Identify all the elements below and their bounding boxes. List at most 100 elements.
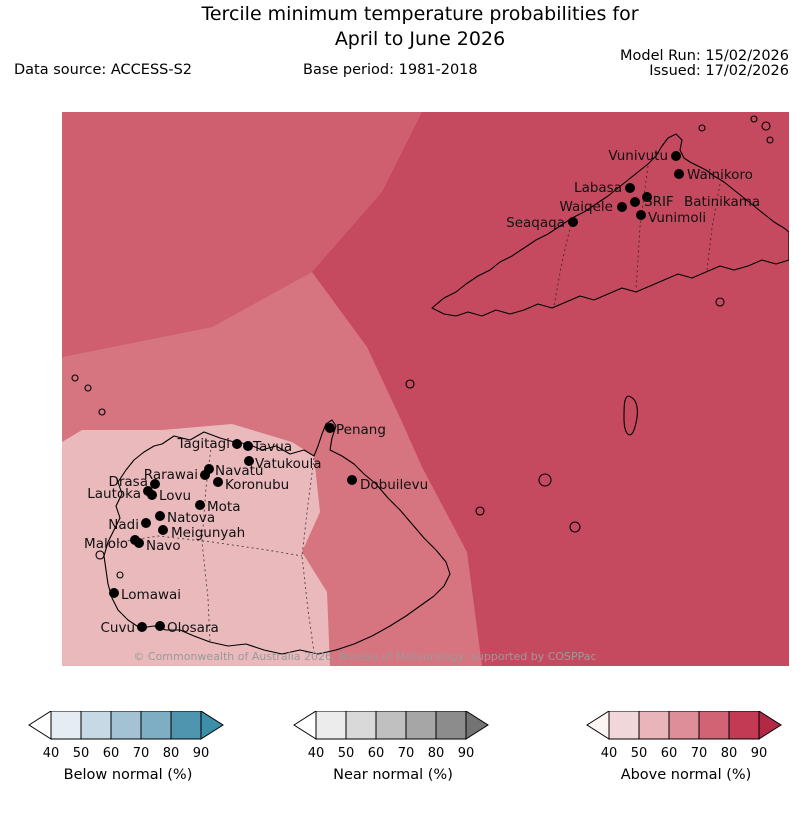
legend-tick-50: 50 (338, 746, 355, 761)
legend-cell-50-60 (638, 711, 670, 740)
town-dot-srif (630, 197, 640, 207)
town-label-malolo: Malolo (84, 536, 128, 552)
town-dot-tagitagi (232, 439, 242, 449)
legend-tick-60: 60 (103, 746, 120, 761)
town-dot-natova (155, 511, 165, 521)
town-dot-seaqaqa (568, 217, 578, 227)
legend-cell-80-90 (728, 711, 760, 740)
legend-above-normal-bar: 40 50 60 70 80 90 (586, 711, 782, 761)
legend-tick-90: 90 (458, 746, 475, 761)
title-line-1: Tercile minimum temperature probabilitie… (201, 3, 639, 25)
base-period-label: Base period: 1981-2018 (303, 62, 478, 78)
town-label-rarawai: Rarawai (144, 467, 198, 483)
town-label-vatukoula: Vatukoula (255, 456, 322, 472)
town-label-koronubu: Koronubu (225, 477, 289, 493)
legend-tick-80: 80 (428, 746, 445, 761)
town-label-nadi: Nadi (108, 517, 139, 533)
small-island (116, 571, 124, 579)
small-island (569, 521, 581, 533)
town-label-batinikama: Batinikama (684, 194, 760, 210)
legend-cell-60-70 (668, 711, 700, 740)
town-label-waiqele: Waiqele (560, 199, 613, 215)
town-label-navo: Navo (146, 538, 181, 554)
legend-arrow-right (200, 711, 224, 740)
legend-tick-90: 90 (751, 746, 768, 761)
town-dot-nadi (141, 518, 151, 528)
legend-cell-60-70 (110, 711, 142, 740)
legend-below-normal: 40 50 60 70 80 90 Below normal (%) (28, 711, 228, 783)
legend-above-normal-label: Above normal (%) (620, 767, 752, 783)
town-dot-wainikoro (674, 169, 684, 179)
legend-cell-40-50 (608, 711, 640, 740)
legend-below-normal-label: Below normal (%) (63, 767, 193, 783)
town-dot-vatukoula (244, 456, 254, 466)
small-island (95, 550, 105, 560)
town-dot-vunivutu (671, 151, 681, 161)
copyright-text: © Commonwealth of Australia 2026, Bureau… (133, 650, 596, 663)
small-island (84, 384, 92, 392)
fiji-probability-map: Vunivutu Wainikoro Labasa Batinikama SRIF Wai… (62, 112, 790, 666)
legend-tick-50: 50 (631, 746, 648, 761)
small-island (698, 124, 706, 132)
legend-near-normal: 40 50 60 70 80 90 Near normal (%) (293, 711, 493, 783)
town-label-wainikoro: Wainikoro (687, 167, 753, 183)
town-dot-koronubu (213, 477, 223, 487)
town-dot-rarawai (200, 470, 210, 480)
town-dot-lovu (147, 490, 157, 500)
small-island (623, 395, 638, 436)
legend-arrow-left (586, 711, 610, 740)
small-island (405, 379, 415, 389)
legend-cell-60-70 (375, 711, 407, 740)
legend-tick-40: 40 (308, 746, 325, 761)
town-dot-penang (325, 423, 335, 433)
small-island (98, 408, 106, 416)
legend-above-normal: 40 50 60 70 80 90 Above normal (%) (586, 711, 786, 783)
legend-cell-40-50 (50, 711, 82, 740)
town-label-navatu: Navatu (215, 463, 263, 479)
legend-tick-40: 40 (43, 746, 60, 761)
legend-cell-50-60 (345, 711, 377, 740)
town-label-lomawai: Lomawai (121, 587, 181, 603)
map-canvas: Vunivutu Wainikoro Labasa Batinikama SRIF Wai… (62, 112, 790, 666)
legend-below-normal-bar: 40 50 60 70 80 90 (28, 711, 224, 761)
town-label-vunimoli: Vunimoli (648, 210, 706, 226)
town-label-tavua: Tavua (252, 439, 292, 455)
town-label-seaqaqa: Seaqaqa (506, 215, 565, 231)
small-island (475, 506, 485, 516)
town-dot-meigunyah (158, 525, 168, 535)
legend-arrow-right (465, 711, 489, 740)
town-dot-lomawai (109, 588, 119, 598)
legend-arrow-left (293, 711, 317, 740)
town-dot-batinikama (642, 192, 652, 202)
legend-arrow-left (28, 711, 52, 740)
region-70-80 (62, 112, 422, 357)
town-label-lovu: Lovu (159, 488, 191, 504)
town-label-drasa: Drasa (108, 474, 148, 490)
page-title: Tercile minimum temperature probabilitie… (36, 2, 804, 52)
town-dot-cuvu (137, 622, 147, 632)
legend-cell-70-80 (405, 711, 437, 740)
towns-layer: Vunivutu Wainikoro Labasa Batinikama SRIF Wai… (84, 148, 760, 636)
legend-cell-70-80 (140, 711, 172, 740)
legend-near-normal-bar: 40 50 60 70 80 90 (293, 711, 489, 761)
legend-cell-40-50 (315, 711, 347, 740)
town-label-penang: Penang (336, 422, 386, 438)
town-dot-waiqele (617, 202, 627, 212)
town-label-cuvu: Cuvu (100, 620, 135, 636)
legend-tick-80: 80 (163, 746, 180, 761)
town-dot-navo (134, 538, 144, 548)
legend-tick-60: 60 (661, 746, 678, 761)
town-label-olosara: Olosara (167, 620, 219, 636)
town-dot-mota (195, 500, 205, 510)
town-label-meigunyah: Meigunyah (171, 525, 245, 541)
legend-cell-70-80 (698, 711, 730, 740)
town-dot-dobuilevu (347, 475, 357, 485)
town-label-labasa: Labasa (574, 180, 622, 196)
model-run-label: Model Run: 15/02/2026 (619, 48, 789, 64)
vanua-levu-coastline (431, 133, 790, 317)
small-island (715, 297, 725, 307)
town-label-tagitagi: Tagitagi (177, 436, 231, 452)
town-label-mota: Mota (207, 499, 240, 515)
legend-tick-50: 50 (73, 746, 90, 761)
